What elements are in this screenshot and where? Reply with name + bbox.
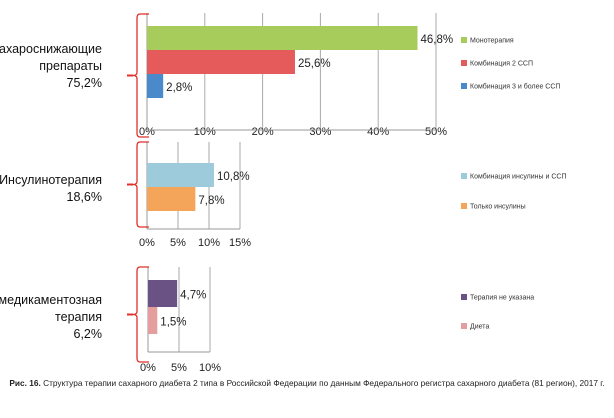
figure-caption: Рис. 16. Структура терапии сахарного диа… — [0, 377, 614, 390]
value-label: 4,7% — [180, 290, 206, 302]
group-label: 18,6% — [67, 190, 102, 204]
legend-label: Комбинация инсулины и ССП — [470, 173, 567, 181]
panel-1: 0% 10% 20% 30% 40% 50% 46,8% Монотерапия 25,6% Ко… — [0, 13, 560, 138]
legend-swatch — [461, 60, 467, 66]
value-label: 7,8% — [198, 195, 224, 207]
bar — [147, 74, 164, 98]
legend-swatch — [461, 203, 467, 209]
legend-swatch — [461, 323, 467, 329]
legend-swatch — [461, 294, 467, 300]
panel-3: 0% 5% 10% 4,7% Терапия не указана 1,5% Диета Не… — [0, 266, 534, 374]
group-label: препараты — [39, 59, 102, 73]
value-label: 46,8% — [421, 34, 454, 46]
group-label: Сахароснижающие — [0, 42, 102, 56]
tick-label: 40% — [367, 126, 389, 138]
value-label: 2,8% — [166, 82, 192, 94]
group-label: 75,2% — [67, 76, 102, 90]
tick-label: 15% — [229, 237, 251, 249]
legend-swatch — [461, 173, 467, 179]
value-label: 25,6% — [298, 58, 331, 70]
tick-label: 0% — [139, 237, 155, 249]
legend-label: Терапия не указана — [470, 295, 534, 302]
tick-label: 10% — [194, 126, 216, 138]
bar — [147, 26, 418, 50]
bar — [147, 163, 214, 187]
legend-label: Комбинация 3 и более ССП — [470, 83, 560, 91]
bar — [147, 187, 196, 211]
group-label: Немедикаментозная — [0, 293, 102, 307]
tick-label: 5% — [171, 362, 187, 374]
caption-label: Рис. 16. — [9, 378, 41, 388]
value-label: 10,8% — [217, 171, 250, 183]
caption-text: Структура терапии сахарного диабета 2 ти… — [40, 378, 605, 388]
tick-label: 0% — [139, 126, 155, 138]
value-label: 1,5% — [160, 317, 186, 329]
legend-swatch — [461, 83, 467, 89]
tick-label: 20% — [252, 126, 274, 138]
tick-label: 30% — [309, 126, 331, 138]
group-label: 6,2% — [74, 327, 103, 341]
bar — [147, 50, 295, 74]
therapy-structure-chart: 0% 10% 20% 30% 40% 50% 46,8% Монотерапия 25,6% Ко… — [0, 13, 567, 374]
legend-label: Монотерапия — [470, 38, 514, 45]
legend-label: Только инсулины — [470, 204, 526, 211]
tick-label: 10% — [198, 237, 220, 249]
bar — [148, 307, 158, 334]
legend-label: Комбинация 2 ССП — [470, 60, 533, 68]
bar — [148, 280, 178, 307]
legend-label: Диета — [470, 324, 489, 331]
tick-label: 10% — [199, 362, 221, 374]
tick-label: 50% — [425, 126, 447, 138]
legend-swatch — [461, 37, 467, 43]
tick-label: 0% — [140, 362, 156, 374]
group-label: терапия — [55, 310, 102, 324]
panel-2: 0% 5% 10% 15% 10,8% Комбинация инсулины и ССП… — [0, 141, 567, 249]
bracket-icon — [132, 266, 149, 363]
tick-label: 5% — [170, 237, 186, 249]
group-label: Инсулинотерапия — [0, 173, 102, 187]
